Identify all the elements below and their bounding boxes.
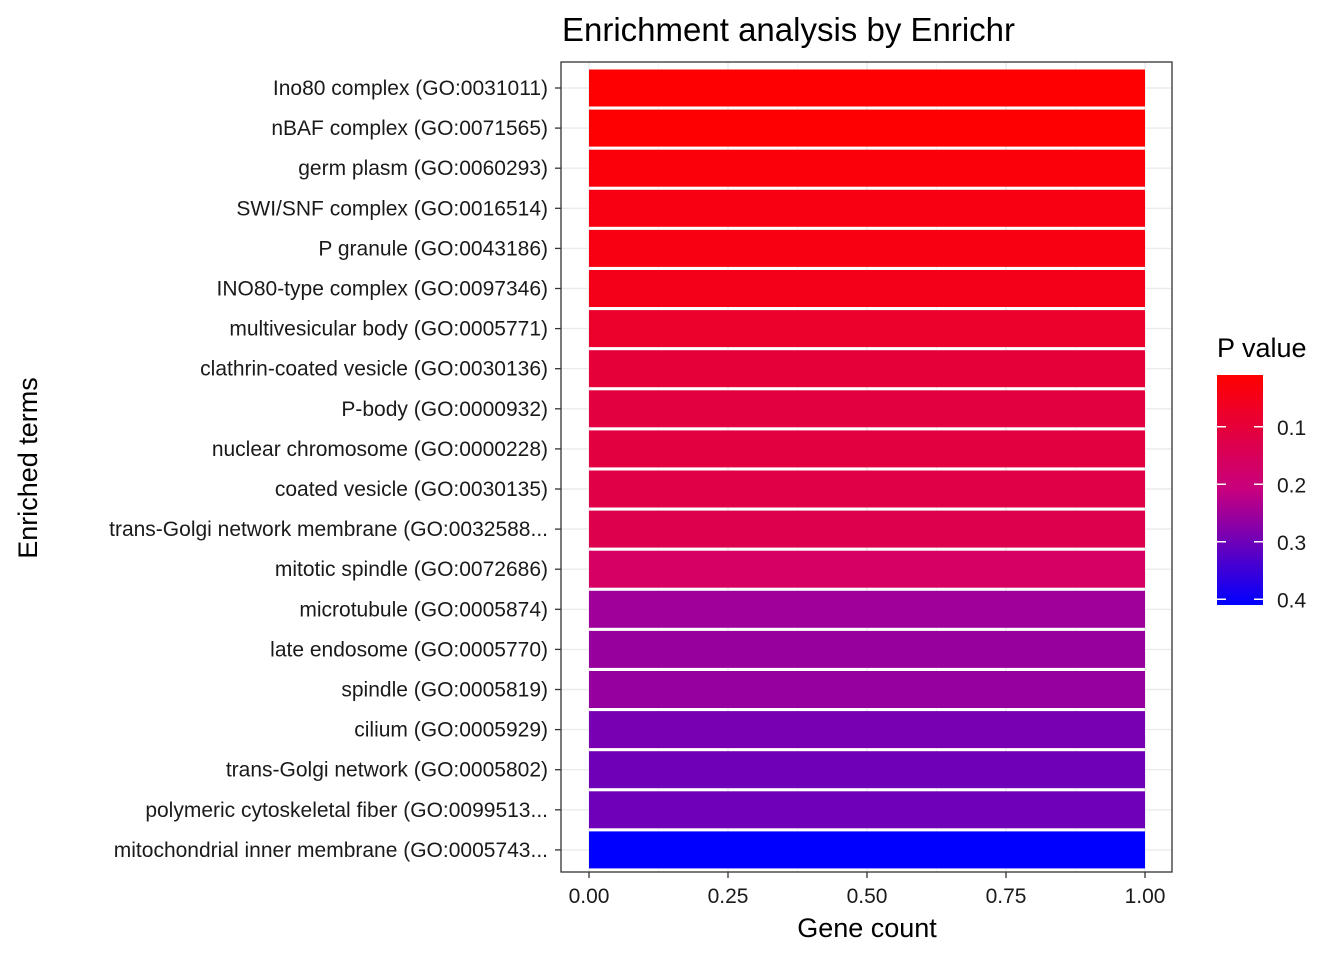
y-tick-label: clathrin-coated vesicle (GO:0030136) <box>200 358 548 381</box>
y-tick-label: spindle (GO:0005819) <box>341 679 548 702</box>
y-tick-label: nuclear chromosome (GO:0000228) <box>212 438 548 461</box>
legend: P value 0.1 0.2 0.3 0.4 <box>1217 333 1307 612</box>
bars <box>589 69 1145 869</box>
bar <box>589 550 1145 588</box>
bar <box>589 430 1145 468</box>
y-tick-label: INO80-type complex (GO:0097346) <box>217 278 549 301</box>
bar <box>589 229 1145 267</box>
x-axis: 0.00 0.25 0.50 0.75 1.00 <box>569 872 1166 908</box>
legend-colorbar <box>1217 375 1263 605</box>
y-tick-label: Ino80 complex (GO:0031011) <box>273 77 548 100</box>
bar <box>589 310 1145 348</box>
bar <box>589 350 1145 388</box>
y-tick-label: cilium (GO:0005929) <box>354 719 548 742</box>
legend-tick-label: 0.4 <box>1277 589 1307 612</box>
y-tick-label: mitotic spindle (GO:0072686) <box>275 558 548 581</box>
x-tick-label: 0.50 <box>847 885 888 908</box>
x-axis-title: Gene count <box>797 913 937 943</box>
bar <box>589 470 1145 508</box>
x-tick-label: 0.25 <box>708 885 749 908</box>
legend-tick-label: 0.2 <box>1277 474 1306 497</box>
y-axis-title: Enriched terms <box>13 377 43 559</box>
bar <box>589 69 1145 107</box>
y-tick-label: trans-Golgi network membrane (GO:0032588… <box>109 518 548 541</box>
y-tick-label: coated vesicle (GO:0030135) <box>275 478 548 501</box>
legend-tick-label: 0.1 <box>1277 417 1306 440</box>
bar <box>589 149 1145 187</box>
y-tick-label: P-body (GO:0000932) <box>341 398 548 421</box>
y-tick-label: nBAF complex (GO:0071565) <box>271 117 548 140</box>
y-tick-label: P granule (GO:0043186) <box>318 237 548 260</box>
bar <box>589 751 1145 789</box>
bar <box>589 270 1145 307</box>
y-tick-label: microtubule (GO:0005874) <box>299 598 548 621</box>
bar <box>589 109 1145 147</box>
legend-title: P value <box>1217 333 1307 363</box>
y-tick-label: mitochondrial inner membrane (GO:0005743… <box>114 839 548 862</box>
y-tick-label: trans-Golgi network (GO:0005802) <box>226 759 548 782</box>
plot-panel <box>560 61 1173 873</box>
y-tick-label: germ plasm (GO:0060293) <box>298 157 548 180</box>
bar <box>589 671 1145 708</box>
bar <box>589 189 1145 227</box>
bar <box>589 831 1145 869</box>
bar <box>589 390 1145 428</box>
legend-ticks: 0.1 0.2 0.3 0.4 <box>1217 417 1307 612</box>
x-tick-label: 0.75 <box>986 885 1027 908</box>
y-tick-label: late endosome (GO:0005770) <box>270 638 548 661</box>
y-tick-label: SWI/SNF complex (GO:0016514) <box>236 197 548 220</box>
bar <box>589 590 1145 628</box>
x-tick-label: 0.00 <box>569 885 610 908</box>
bar <box>589 510 1145 548</box>
y-tick-label: polymeric cytoskeletal fiber (GO:0099513… <box>145 799 548 822</box>
chart-title: Enrichment analysis by Enrichr <box>562 11 1015 48</box>
bar <box>589 711 1145 749</box>
bar <box>589 630 1145 668</box>
y-tick-label: multivesicular body (GO:0005771) <box>229 318 548 341</box>
bar <box>589 791 1145 829</box>
y-axis: Ino80 complex (GO:0031011) nBAF complex (… <box>109 77 561 862</box>
legend-tick-label: 0.3 <box>1277 532 1306 555</box>
x-tick-label: 1.00 <box>1125 885 1166 908</box>
